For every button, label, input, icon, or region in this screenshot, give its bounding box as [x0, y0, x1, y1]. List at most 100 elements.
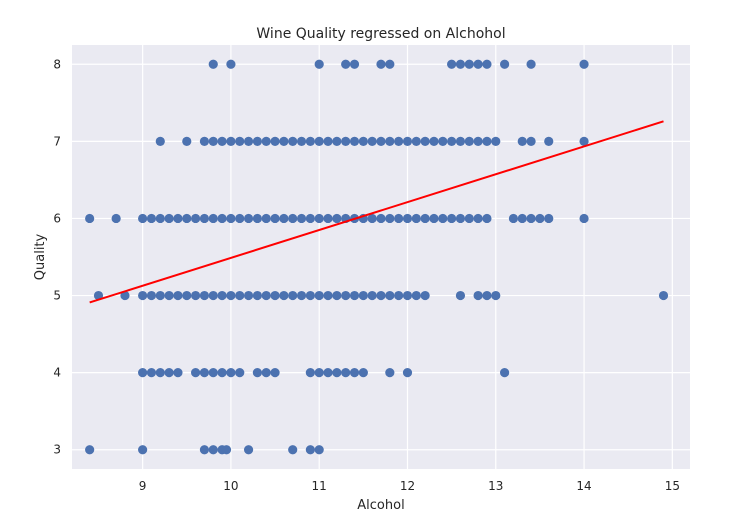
data-point — [235, 213, 245, 224]
data-point — [173, 368, 183, 378]
data-point — [438, 136, 448, 146]
data-point — [155, 213, 165, 224]
data-point — [182, 213, 192, 224]
data-point — [455, 290, 466, 301]
data-point — [208, 368, 218, 378]
data-point — [261, 213, 271, 224]
x-tick-label: 13 — [488, 479, 503, 493]
data-point — [367, 213, 377, 224]
data-point — [394, 213, 404, 224]
data-point — [376, 290, 386, 301]
data-point — [243, 445, 254, 455]
data-point — [658, 290, 669, 301]
data-point — [332, 136, 342, 146]
data-point — [261, 136, 271, 146]
data-point — [252, 290, 262, 301]
data-point — [526, 136, 536, 146]
data-point — [429, 136, 439, 146]
data-point — [314, 290, 324, 301]
data-point — [208, 136, 218, 146]
data-point — [305, 368, 315, 378]
data-point — [544, 213, 554, 224]
data-point — [296, 136, 307, 146]
data-point — [526, 59, 536, 69]
data-point — [208, 290, 218, 301]
data-point — [243, 213, 254, 224]
data-point — [173, 213, 183, 224]
data-point — [482, 290, 492, 301]
data-point — [464, 213, 474, 224]
data-point — [349, 368, 360, 378]
data-point — [270, 213, 280, 224]
data-point — [305, 290, 315, 301]
data-point — [455, 213, 466, 224]
data-point — [146, 213, 157, 224]
data-point — [579, 136, 589, 146]
data-point — [217, 290, 227, 301]
data-point — [517, 136, 527, 146]
data-point — [155, 290, 165, 301]
x-tick-label: 11 — [312, 479, 327, 493]
y-tick-label: 4 — [53, 366, 61, 380]
y-tick-label: 6 — [53, 211, 61, 225]
data-point — [420, 213, 430, 224]
data-point — [146, 368, 157, 378]
data-point — [226, 59, 236, 69]
data-point — [217, 136, 227, 146]
data-point — [367, 136, 377, 146]
x-tick-label: 14 — [576, 479, 591, 493]
data-point — [138, 290, 148, 301]
data-point — [349, 59, 360, 69]
chart-title: Wine Quality regressed on Alchohol — [256, 26, 505, 42]
data-point — [226, 290, 236, 301]
data-point — [221, 445, 232, 455]
data-point — [482, 213, 492, 224]
data-point — [402, 136, 413, 146]
data-point — [482, 59, 492, 69]
data-point — [120, 290, 130, 301]
data-point — [411, 213, 421, 224]
data-point — [155, 136, 165, 146]
data-point — [341, 368, 351, 378]
data-point — [288, 136, 298, 146]
data-point — [411, 136, 421, 146]
data-point — [473, 59, 483, 69]
x-tick-labels: 9 10 11 12 13 14 15 — [139, 479, 680, 493]
x-tick-label: 9 — [139, 479, 147, 493]
data-point — [473, 213, 483, 224]
data-point — [429, 213, 439, 224]
data-point — [199, 213, 210, 224]
data-point — [199, 136, 210, 146]
data-point — [235, 136, 245, 146]
data-point — [270, 290, 280, 301]
data-point — [402, 213, 413, 224]
y-tick-label: 3 — [53, 443, 61, 457]
regression-line-group — [89, 120, 664, 304]
data-point — [173, 290, 183, 301]
data-point — [305, 213, 315, 224]
data-point — [385, 213, 395, 224]
data-point — [376, 136, 386, 146]
data-point — [279, 136, 289, 146]
data-point — [314, 368, 324, 378]
data-point — [191, 290, 201, 301]
data-point — [500, 368, 510, 378]
data-point — [447, 136, 457, 146]
x-axis-title: Alcohol — [357, 498, 404, 513]
data-point — [491, 136, 501, 146]
data-point — [261, 368, 271, 378]
data-point — [491, 290, 501, 301]
data-point — [199, 290, 210, 301]
data-point — [182, 136, 192, 146]
data-point — [535, 213, 545, 224]
data-point — [332, 368, 342, 378]
data-point — [402, 290, 413, 301]
data-point — [394, 136, 404, 146]
data-point — [579, 213, 589, 224]
data-point — [385, 290, 395, 301]
data-point — [323, 136, 333, 146]
y-axis-title: Quality — [33, 233, 48, 280]
data-point — [447, 59, 457, 69]
data-point — [164, 213, 174, 224]
data-point — [367, 290, 377, 301]
